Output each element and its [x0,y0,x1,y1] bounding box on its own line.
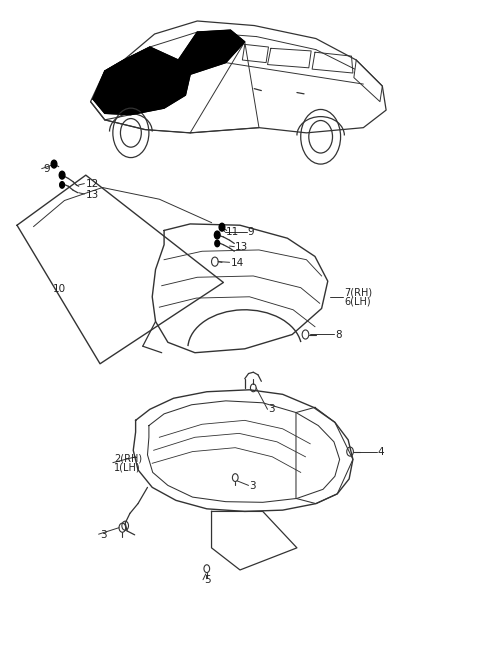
Circle shape [59,171,65,179]
Text: 3: 3 [100,530,107,540]
Circle shape [215,240,219,247]
Text: 3: 3 [268,404,275,415]
Text: 12: 12 [86,178,99,189]
Text: 2(RH): 2(RH) [114,453,143,463]
Text: 13: 13 [86,190,99,199]
Text: 11: 11 [226,227,239,237]
Text: 4: 4 [378,447,384,457]
Circle shape [219,223,225,231]
Text: 13: 13 [235,242,249,253]
Circle shape [60,182,64,188]
Circle shape [215,231,220,239]
Text: 5: 5 [204,575,211,585]
Text: 10: 10 [53,284,66,294]
Text: 3: 3 [250,481,256,491]
Text: 7(RH): 7(RH) [344,287,372,297]
Polygon shape [93,47,190,115]
Text: 6(LH): 6(LH) [344,297,371,307]
Circle shape [51,160,57,168]
Text: 8: 8 [335,329,341,340]
Text: 9: 9 [43,163,50,174]
Text: 14: 14 [230,258,244,268]
Text: 9: 9 [247,227,254,237]
Text: 1(LH): 1(LH) [114,463,141,473]
Polygon shape [179,30,245,74]
